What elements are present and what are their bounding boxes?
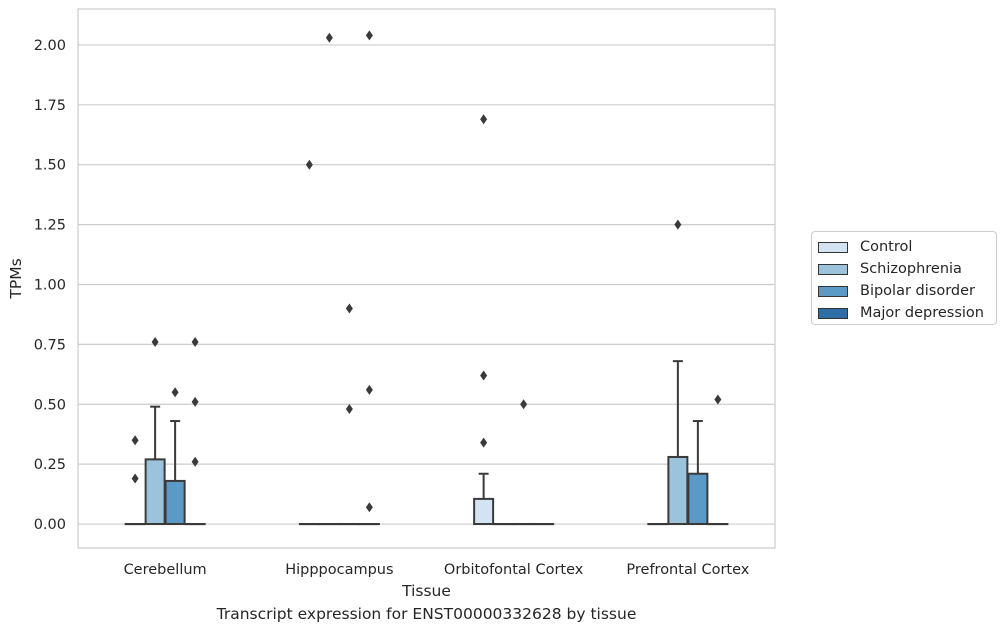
outlier-point (131, 435, 139, 446)
y-tick-label: 2.00 (34, 38, 66, 54)
y-axis-label: TPMs (7, 258, 25, 299)
legend-swatch (818, 241, 848, 253)
outlier-point (365, 502, 373, 513)
outlier-point (151, 336, 159, 347)
legend-item: Schizophrenia (818, 258, 996, 280)
box (473, 497, 495, 526)
y-tick-label: 0.75 (34, 337, 66, 353)
legend-label: Schizophrenia (860, 261, 962, 277)
outlier-point (131, 473, 139, 484)
outlier-point (480, 370, 488, 381)
box-control (473, 114, 495, 526)
box-plots (124, 30, 729, 526)
box (687, 472, 709, 526)
y-axis-ticks: 0.00 0.25 0.50 0.75 1.00 1.25 1.50 1.75 2.00 (34, 38, 66, 533)
outlier-point (714, 394, 722, 405)
legend-swatch (818, 307, 848, 319)
outlier-point (345, 404, 353, 415)
y-tick-label: 0.50 (34, 397, 66, 413)
legend-item: Major depression (818, 302, 996, 324)
outlier-point (191, 396, 199, 407)
box-control (298, 159, 320, 526)
x-tick-label: Orbitofontal Cortex (444, 562, 584, 578)
box-schizophrenia (667, 219, 689, 526)
x-axis-label: Tissue (401, 582, 451, 600)
plot-frame (77, 8, 776, 549)
box-bipolar-disorder (164, 387, 186, 526)
box-control (124, 435, 146, 526)
x-tick-label: Prefrontal Cortex (626, 562, 749, 578)
outlier-point (325, 32, 333, 43)
legend: Control Schizophrenia Bipolar disorder Majo… (811, 231, 997, 325)
y-tick-label: 1.75 (34, 98, 66, 114)
box (144, 458, 166, 526)
legend-label: Control (860, 239, 913, 255)
y-tick-label: 0.00 (34, 517, 66, 533)
box (667, 455, 689, 526)
box-bipolar-disorder (687, 420, 709, 526)
y-tick-label: 0.25 (34, 457, 66, 473)
box-schizophrenia (318, 32, 340, 526)
box-major-depression (358, 30, 380, 526)
legend-swatch (818, 263, 848, 275)
y-tick-label: 1.25 (34, 218, 66, 234)
legend-swatch (818, 285, 848, 297)
y-tick-label: 1.00 (34, 277, 66, 293)
chart-caption: Transcript expression for ENST0000033262… (216, 605, 637, 623)
box-schizophrenia (144, 336, 166, 526)
box (164, 479, 186, 526)
grid-lines (78, 44, 775, 525)
outlier-point (171, 387, 179, 398)
outlier-point (520, 399, 528, 410)
outlier-point (480, 114, 488, 125)
outlier-point (305, 159, 313, 170)
outlier-point (191, 456, 199, 467)
outlier-point (365, 384, 373, 395)
x-axis-ticks: Cerebellum Hipppocampus Orbitofontal Corte… (124, 562, 750, 578)
outlier-point (345, 303, 353, 314)
legend-label: Major depression (860, 305, 984, 321)
outlier-point (365, 30, 373, 41)
legend-item: Bipolar disorder (818, 280, 996, 302)
box-major-depression (184, 336, 206, 526)
outlier-point (480, 437, 488, 448)
outlier-point (674, 219, 682, 230)
box-major-depression (707, 394, 729, 526)
box-bipolar-disorder (338, 303, 360, 526)
box-bipolar-disorder (513, 399, 535, 526)
y-tick-label: 1.50 (34, 158, 66, 174)
x-tick-label: Cerebellum (124, 562, 207, 578)
outlier-point (191, 336, 199, 347)
legend-label: Bipolar disorder (860, 283, 975, 299)
legend-item: Control (818, 236, 996, 258)
x-tick-label: Hipppocampus (285, 562, 393, 578)
